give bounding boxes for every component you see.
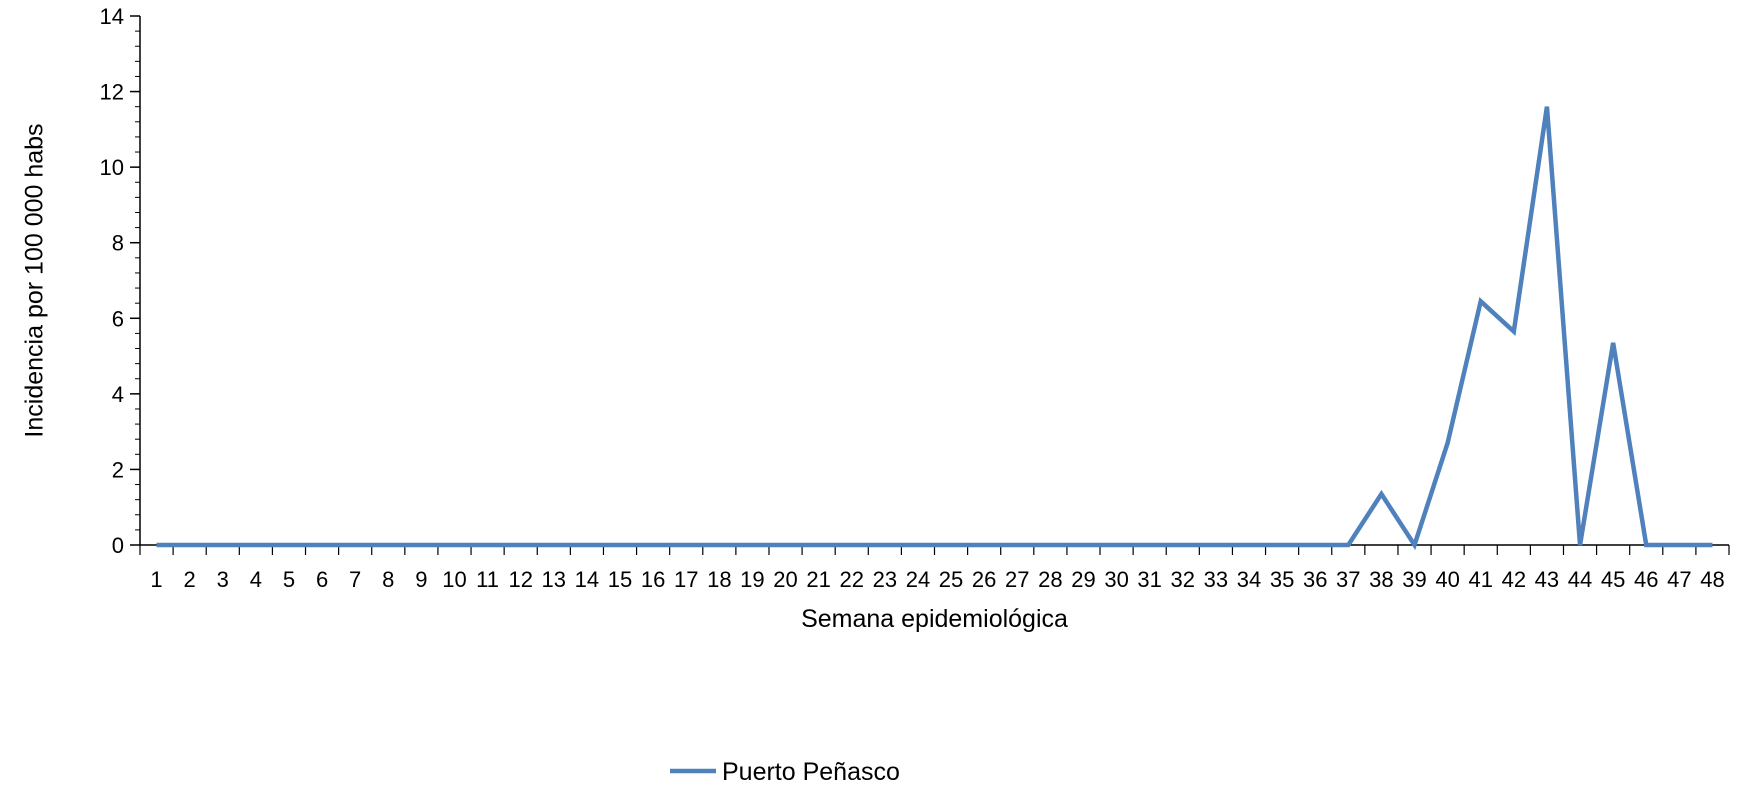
- y-tick-label: 2: [112, 457, 124, 482]
- x-tick-label: 46: [1634, 567, 1658, 592]
- x-tick-label: 36: [1303, 567, 1327, 592]
- x-tick-label: 31: [1137, 567, 1161, 592]
- x-tick-label: 19: [740, 567, 764, 592]
- x-tick-label: 33: [1204, 567, 1228, 592]
- x-tick-label: 22: [839, 567, 863, 592]
- x-tick-label: 17: [674, 567, 698, 592]
- x-tick-label: 45: [1601, 567, 1625, 592]
- x-tick-label: 41: [1468, 567, 1492, 592]
- x-tick-label: 20: [773, 567, 797, 592]
- x-tick-label: 7: [349, 567, 361, 592]
- x-tick-label: 21: [806, 567, 830, 592]
- y-tick-label: 4: [112, 382, 124, 407]
- x-tick-label: 16: [641, 567, 665, 592]
- y-tick-label: 10: [100, 155, 124, 180]
- x-tick-label: 1: [150, 567, 162, 592]
- x-tick-label: 42: [1502, 567, 1526, 592]
- y-tick-label: 14: [100, 4, 124, 29]
- x-tick-label: 39: [1402, 567, 1426, 592]
- x-tick-label: 40: [1435, 567, 1459, 592]
- x-tick-label: 26: [972, 567, 996, 592]
- x-tick-label: 4: [250, 567, 262, 592]
- x-tick-label: 12: [508, 567, 532, 592]
- series-layer: [156, 106, 1713, 551]
- series-line-0: [156, 106, 1713, 551]
- y-axis-title: Incidencia por 100 000 habs: [21, 123, 49, 437]
- x-tick-label: 38: [1369, 567, 1393, 592]
- x-axis-title: Semana epidemiológica: [801, 605, 1068, 633]
- x-tick-label: 32: [1171, 567, 1195, 592]
- x-tick-label: 30: [1104, 567, 1128, 592]
- legend-label: Puerto Peñasco: [722, 758, 900, 785]
- x-tick-label: 37: [1336, 567, 1360, 592]
- x-tick-label: 29: [1071, 567, 1095, 592]
- x-tick-label: 28: [1038, 567, 1062, 592]
- x-tick-label: 44: [1568, 567, 1592, 592]
- x-tick-label: 24: [906, 567, 930, 592]
- x-tick-label: 2: [184, 567, 196, 592]
- x-tick-label: 14: [575, 567, 599, 592]
- x-tick-label: 3: [217, 567, 229, 592]
- x-tick-label: 23: [873, 567, 897, 592]
- y-tick-label: 0: [112, 533, 124, 558]
- x-tick-label: 27: [1005, 567, 1029, 592]
- x-tick-label: 8: [382, 567, 394, 592]
- x-tick-label: 43: [1535, 567, 1559, 592]
- x-tick-label: 48: [1700, 567, 1724, 592]
- x-axis: 1 2 3 4 5 6 7 8 9 10 11 12 13 14 15 16 17 18 19 20 21 22 23 24 2…: [139, 544, 1730, 592]
- x-tick-label: 10: [442, 567, 466, 592]
- x-tick-label: 13: [542, 567, 566, 592]
- y-tick-label: 6: [112, 306, 124, 331]
- y-tick-label: 12: [100, 80, 124, 105]
- x-tick-label: 6: [316, 567, 328, 592]
- x-tick-label: 15: [608, 567, 632, 592]
- x-tick-label: 11: [476, 567, 499, 592]
- x-tick-label: 35: [1270, 567, 1294, 592]
- x-tick-label: 9: [415, 567, 427, 592]
- x-tick-label: 18: [707, 567, 731, 592]
- x-tick-label: 5: [283, 567, 295, 592]
- x-tick-label: 47: [1667, 567, 1691, 592]
- x-tick-label: 25: [939, 567, 963, 592]
- legend: Puerto Peñasco: [670, 758, 900, 785]
- x-tick-label: 34: [1237, 567, 1261, 592]
- y-tick-label: 8: [112, 231, 124, 256]
- y-axis: 0 2 4 6 8 10 12 14: [100, 4, 141, 558]
